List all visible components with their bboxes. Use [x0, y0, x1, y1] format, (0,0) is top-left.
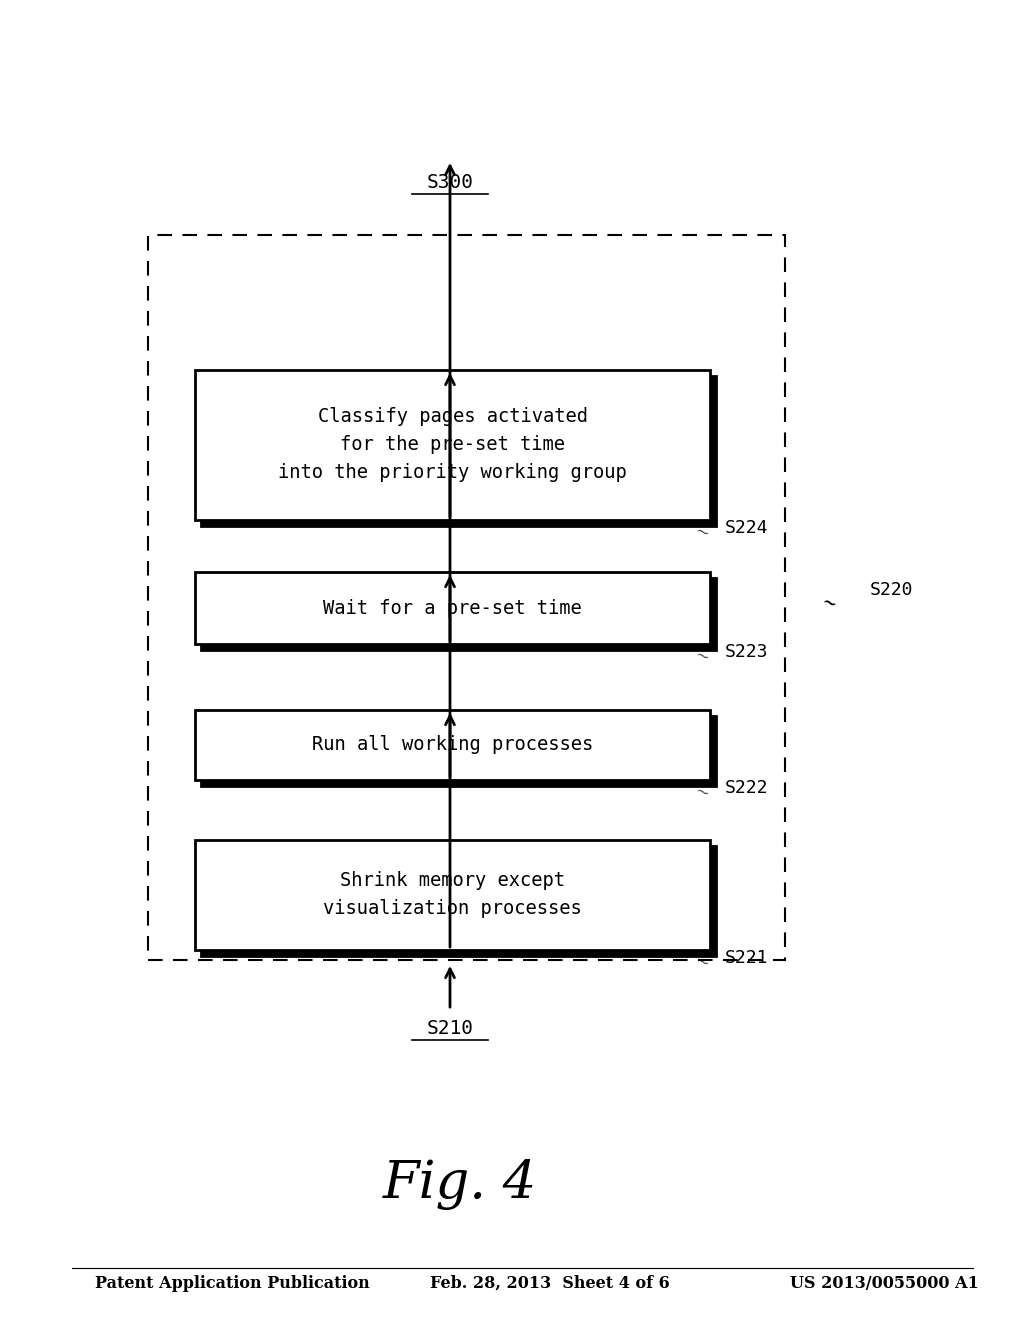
Bar — [201, 578, 716, 649]
Text: ~: ~ — [693, 645, 712, 667]
Text: S210: S210 — [427, 1019, 473, 1038]
Text: ~: ~ — [693, 521, 712, 543]
Bar — [201, 715, 716, 785]
Text: S222: S222 — [725, 779, 768, 797]
Text: Fig. 4: Fig. 4 — [383, 1159, 538, 1210]
Text: Feb. 28, 2013  Sheet 4 of 6: Feb. 28, 2013 Sheet 4 of 6 — [430, 1275, 670, 1291]
Text: Patent Application Publication: Patent Application Publication — [95, 1275, 370, 1291]
Bar — [195, 840, 710, 950]
Text: ~: ~ — [818, 593, 839, 615]
Text: US 2013/0055000 A1: US 2013/0055000 A1 — [790, 1275, 979, 1291]
Bar — [148, 235, 785, 960]
Bar — [195, 572, 710, 644]
Text: ~: ~ — [693, 952, 712, 973]
Text: Wait for a pre-set time: Wait for a pre-set time — [324, 598, 582, 618]
Text: Shrink memory except
visualization processes: Shrink memory except visualization proce… — [324, 871, 582, 919]
Text: Classify pages activated
for the pre-set time
into the priority working group: Classify pages activated for the pre-set… — [279, 408, 627, 483]
Bar — [195, 710, 710, 780]
Text: ~: ~ — [693, 781, 712, 803]
Text: S300: S300 — [427, 173, 473, 191]
Text: S220: S220 — [870, 581, 913, 599]
Text: S221: S221 — [725, 949, 768, 968]
Bar — [201, 846, 716, 956]
Bar — [195, 370, 710, 520]
Text: S224: S224 — [725, 519, 768, 537]
Text: Run all working processes: Run all working processes — [312, 735, 593, 755]
Bar — [201, 376, 716, 525]
Text: S223: S223 — [725, 643, 768, 661]
